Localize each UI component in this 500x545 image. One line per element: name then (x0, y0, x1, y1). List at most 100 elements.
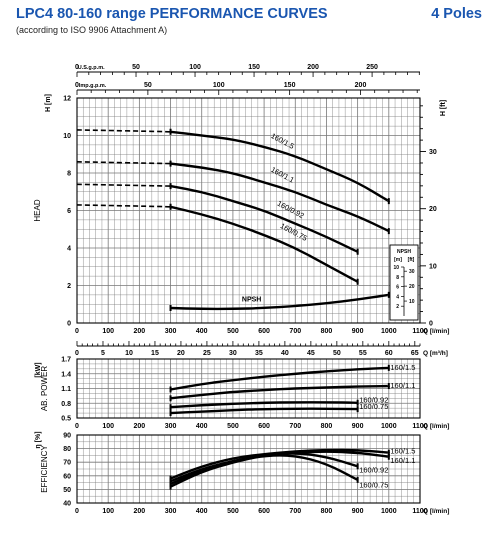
imp-gpm-label: Imp.g.p.m. (79, 83, 107, 89)
flow-m3h-tick-label: 45 (307, 350, 315, 357)
x-tick-label: 700 (289, 423, 301, 430)
us-gpm-tick-label: 150 (248, 64, 260, 71)
x-tick-label: 300 (165, 423, 177, 430)
y-tick-label: 12 (63, 96, 71, 103)
y-tick-label: 6 (67, 208, 71, 215)
npsh-inset-ft-unit: [ft] (408, 257, 415, 263)
y-tick-label: 1.1 (61, 386, 71, 393)
x-tick-label: 500 (227, 328, 239, 335)
flow-m3h-tick-label: 5 (101, 350, 105, 357)
head-curve-dashed (76, 204, 172, 208)
x-tick-label: 400 (196, 423, 208, 430)
imp-gpm-tick-label: 150 (284, 82, 296, 89)
x-tick-label: 500 (227, 423, 239, 430)
series-label: 160/0.75 (359, 480, 388, 489)
y-tick-label: 40 (63, 501, 71, 508)
head-curve-dashed (76, 129, 172, 133)
npsh-inset-m-tick-label: 6 (396, 285, 399, 291)
y-tick-label: 10 (63, 133, 71, 140)
plot-frame (76, 434, 421, 504)
x-tick-label: 0 (75, 423, 79, 430)
us-gpm-tick-label: 250 (366, 64, 378, 71)
x-tick-label: 100 (102, 328, 114, 335)
y-tick-label: 60 (63, 473, 71, 480)
y-tick-label: 0 (67, 321, 71, 328)
x-tick-label: 1100 (412, 508, 427, 515)
x-tick-label: 1000 (381, 423, 397, 430)
series-label: 160/1.1 (269, 165, 295, 185)
power-curve (170, 407, 358, 415)
head-curve (170, 205, 359, 283)
x-tick-label: 900 (352, 328, 364, 335)
npsh-curve-label: NPSH (242, 296, 261, 303)
x-tick-label: 800 (321, 508, 333, 515)
chart-title: LPC4 80-160 range PERFORMANCE CURVES (16, 6, 328, 22)
power-curve (170, 366, 389, 391)
x-tick-label: 200 (134, 423, 146, 430)
x-tick-label: 900 (352, 508, 364, 515)
flow-m3h-tick-label: 25 (203, 350, 211, 357)
flow-m3h-tick-label: 65 (411, 350, 419, 357)
us-gpm-tick-label: 100 (189, 64, 201, 71)
y-tick-label: 0.8 (61, 401, 71, 408)
imp-gpm-tick-label: 50 (144, 82, 152, 89)
series-label: 160/0.92 (359, 465, 388, 474)
npsh-inset-ft-tick-label: 20 (409, 284, 415, 290)
npsh-inset-ft-tick-label: 30 (409, 269, 415, 275)
y-axis-unit: H [m] (45, 94, 52, 112)
x-tick-label: 400 (196, 328, 208, 335)
x-tick-label: 0 (75, 328, 79, 335)
chart-subtitle: (according to ISO 9906 Attachment A) (16, 25, 168, 35)
y-tick-label: 1.4 (61, 371, 71, 378)
y-tick-label: 8 (67, 171, 71, 178)
npsh-inset-m-unit: [m] (394, 257, 402, 263)
poles-label: 4 Poles (431, 6, 482, 22)
y-axis-label: EFFICIENCY (40, 445, 49, 493)
flow-m3h-tick-label: 40 (281, 350, 289, 357)
y-tick-label: 80 (63, 446, 71, 453)
ft-tick-label: 10 (429, 263, 437, 270)
y-axis-label: HEAD (33, 199, 42, 221)
x-tick-label: 1100 (412, 328, 427, 335)
x-tick-label: 500 (227, 508, 239, 515)
x-tick-label: 900 (352, 423, 364, 430)
ft-tick-label: 0 (429, 321, 433, 328)
flow-m3h-tick-label: 55 (359, 350, 367, 357)
head-curve-dashed (76, 161, 172, 165)
efficiency-curve (169, 454, 359, 488)
npsh-inset-m-tick-label: 8 (396, 275, 399, 281)
y-axis-unit: η [%] (35, 431, 42, 448)
x-tick-label: 700 (289, 508, 301, 515)
us-gpm-tick-label: 200 (307, 64, 319, 71)
y-tick-label: 0.5 (61, 416, 71, 423)
x-tick-label: 1000 (381, 508, 397, 515)
series-label: 160/1.5 (390, 363, 415, 372)
npsh-inset-m-tick-label: 4 (396, 294, 399, 300)
x-axis-unit: Q [l/min] (423, 328, 449, 335)
flow-m3h-tick-label: 15 (151, 350, 159, 357)
head-curve (170, 162, 390, 233)
series-label: 160/0.75 (359, 402, 388, 411)
x-tick-label: 600 (258, 328, 270, 335)
flow-m3h-tick-label: 50 (333, 350, 341, 357)
flow-m3h-tick-label: 60 (385, 350, 393, 357)
npsh-inset-m-tick-label: 10 (393, 265, 399, 271)
x-tick-label: 800 (321, 423, 333, 430)
x-tick-label: 400 (196, 508, 208, 515)
flow-m3h-tick-label: 20 (177, 350, 185, 357)
x-tick-label: 700 (289, 328, 301, 335)
x-tick-label: 300 (165, 508, 177, 515)
y-tick-label: 2 (67, 283, 71, 290)
series-label: 160/1.1 (390, 381, 415, 390)
flow-m3h-tick-label: 35 (255, 350, 263, 357)
flow-m3h-tick-label: 0 (75, 350, 79, 357)
power-curve (170, 384, 390, 400)
npsh-inset-title: NPSH (397, 249, 411, 255)
npsh-curve (170, 293, 390, 311)
x-tick-label: 100 (102, 423, 114, 430)
flow-m3h-unit: Q [m³/h] (423, 350, 448, 357)
x-tick-label: 300 (165, 328, 177, 335)
ft-axis-unit: H [ft] (440, 100, 447, 116)
y-tick-label: 90 (63, 433, 71, 440)
